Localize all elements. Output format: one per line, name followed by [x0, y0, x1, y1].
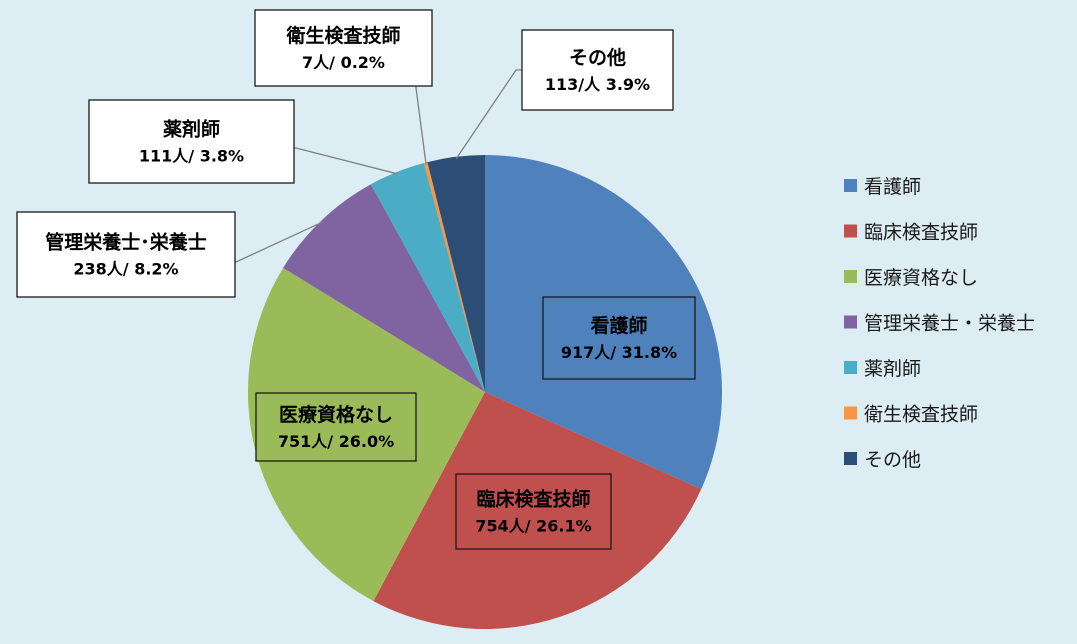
data-label-title: 看護師: [589, 314, 647, 337]
legend-item-6: 衛生検査技師: [844, 404, 978, 426]
data-label-box: [16, 211, 236, 298]
data-label-2: 臨床検査技師 754人/ 26.1%: [455, 473, 612, 550]
data-label-box: [455, 473, 612, 550]
data-label-3: 医療資格なし 751人/ 26.0%: [255, 392, 417, 462]
legend-swatch: [844, 224, 857, 238]
data-label-box: [254, 9, 433, 87]
data-label-title: その他: [569, 46, 626, 69]
legend-item-7: その他: [844, 449, 921, 471]
data-label-title: 衛生検査技師: [285, 24, 400, 47]
data-label-value: 754人/ 26.1%: [475, 517, 591, 536]
data-label-6: 衛生検査技師 7人/ 0.2%: [254, 9, 433, 87]
legend-item-5: 薬剤師: [844, 358, 921, 380]
data-label-5: 薬剤師 111人/ 3.8%: [88, 99, 295, 184]
data-label-value: 238人/ 8.2%: [73, 260, 178, 279]
legend-label: その他: [864, 449, 921, 471]
legend-swatch: [844, 270, 857, 283]
data-label-title: 医療資格なし: [279, 403, 393, 426]
pie-slice-5: [370, 163, 485, 392]
data-label-value: 7人/ 0.2%: [302, 53, 385, 72]
data-label-title: 管理栄養士･栄養士: [45, 231, 207, 254]
data-label-title: 薬剤師: [162, 118, 220, 141]
legend-swatch: [844, 179, 857, 192]
data-label-value: 917人/ 31.8%: [561, 343, 677, 362]
leader-line-7: [455, 69, 522, 160]
pie-slices: [248, 155, 722, 629]
data-label-7: その他 113/人 3.9%: [521, 29, 674, 111]
data-label-value: 751人/ 26.0%: [278, 432, 394, 451]
data-label-box: [255, 392, 417, 462]
data-label-box: [542, 296, 696, 380]
data-label-box: [521, 29, 674, 111]
data-label-value: 113/人 3.9%: [545, 75, 650, 94]
leader-line-6: [415, 86, 427, 165]
data-label-value: 111人/ 3.8%: [139, 147, 244, 166]
legend-swatch: [844, 361, 857, 374]
pie-slice-6: [423, 162, 485, 392]
data-label-title: 臨床検査技師: [476, 488, 590, 511]
data-labels: 看護師 917人/ 31.8% 臨床検査技師 754人/ 26.1% 医療資格なし 751…: [16, 9, 696, 550]
pie-slice-7: [427, 155, 485, 392]
legend-item-2: 臨床検査技師: [844, 222, 978, 244]
legend-item-1: 看護師: [844, 176, 921, 198]
legend-label: 衛生検査技師: [864, 404, 978, 426]
legend-item-4: 管理栄養士・栄養士: [844, 313, 1035, 335]
legend-label: 看護師: [864, 176, 921, 198]
pie-slice-4: [283, 184, 485, 392]
legend-swatch: [844, 452, 857, 465]
legend-label: 管理栄養士・栄養士: [864, 313, 1035, 335]
leader-line-5: [294, 147, 398, 175]
data-label-1: 看護師 917人/ 31.8%: [542, 296, 696, 380]
legend-item-3: 医療資格なし: [844, 267, 978, 289]
legend-label: 医療資格なし: [864, 267, 978, 289]
data-label-4: 管理栄養士･栄養士 238人/ 8.2%: [16, 211, 236, 298]
data-label-box: [88, 99, 295, 184]
legend-label: 薬剤師: [864, 358, 921, 380]
legend-label: 臨床検査技師: [864, 222, 978, 244]
legend-swatch: [844, 406, 857, 420]
legend-swatch: [844, 315, 857, 329]
